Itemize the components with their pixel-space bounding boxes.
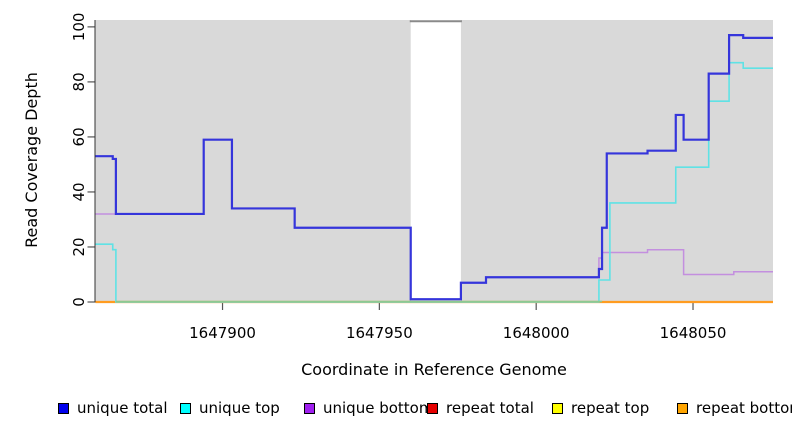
legend: unique total unique top unique bottom re… xyxy=(0,399,792,419)
legend-item-unique-total: unique total xyxy=(58,399,168,417)
legend-label: unique bottom xyxy=(323,399,434,417)
legend-label: repeat total xyxy=(446,399,534,417)
y-axis-title: Read Coverage Depth xyxy=(22,72,41,248)
x-tick-label: 1648000 xyxy=(503,324,570,342)
y-tick-label: 100 xyxy=(70,13,88,42)
legend-swatch-repeat-total xyxy=(427,402,438,414)
legend-swatch-unique-bottom xyxy=(304,402,315,414)
legend-label: repeat bottom xyxy=(696,399,792,417)
series-line-unique-top xyxy=(95,61,773,303)
coverage-gap-region xyxy=(410,20,461,302)
y-tick-label: 80 xyxy=(70,72,88,91)
legend-item-unique-bottom: unique bottom xyxy=(304,399,433,417)
x-tick-label: 1647900 xyxy=(189,324,256,342)
legend-label: unique total xyxy=(77,399,168,417)
legend-label: repeat top xyxy=(571,399,650,417)
y-tick-label: 20 xyxy=(70,237,88,256)
legend-item-unique-top: unique top xyxy=(180,399,280,417)
x-tick-label: 1648050 xyxy=(660,324,727,342)
legend-swatch-repeat-bottom xyxy=(677,402,688,414)
legend-item-repeat-bottom: repeat bottom xyxy=(677,399,792,417)
legend-swatch-repeat-top xyxy=(552,402,563,414)
legend-label: unique top xyxy=(199,399,280,417)
y-tick-label: 40 xyxy=(70,182,88,201)
legend-swatch-unique-total xyxy=(58,402,69,414)
series-line-unique-total xyxy=(95,34,773,301)
y-tick-label: 0 xyxy=(70,297,88,307)
x-axis-title: Coordinate in Reference Genome xyxy=(301,360,567,379)
legend-swatch-unique-top xyxy=(180,402,191,414)
coverage-chart: 1647900 1647950 1648000 1648050 0 20 40 60 80 100 xyxy=(70,13,773,342)
y-tick-label: 60 xyxy=(70,127,88,146)
legend-item-repeat-top: repeat top xyxy=(552,399,649,417)
x-tick-label: 1647950 xyxy=(346,324,413,342)
legend-item-repeat-total: repeat total xyxy=(427,399,534,417)
